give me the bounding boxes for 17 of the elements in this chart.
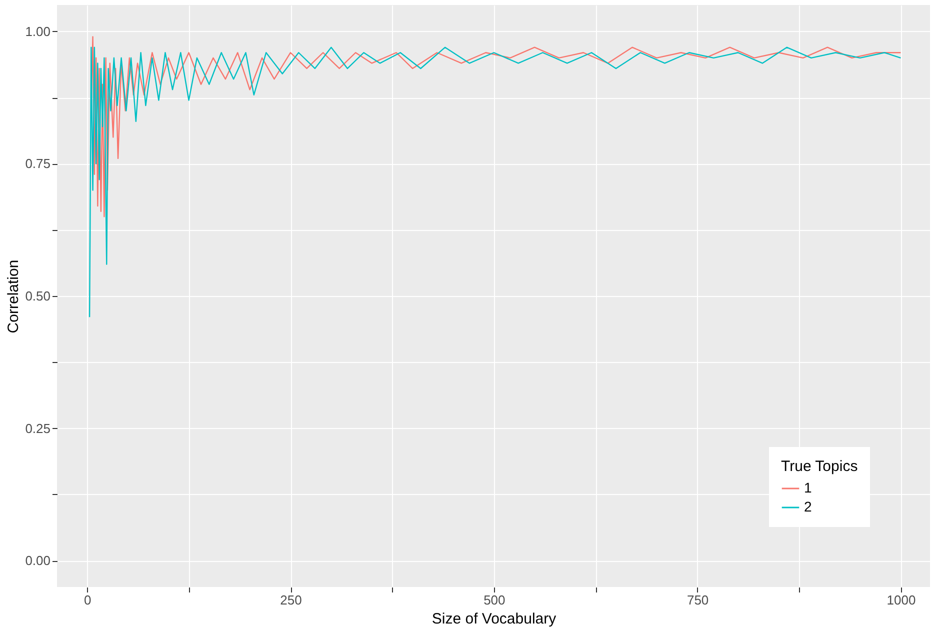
- legend-label: 2: [804, 498, 812, 514]
- y-tick-label: 0.00: [25, 553, 50, 568]
- legend-title: True Topics: [781, 458, 858, 475]
- x-tick-label: 500: [484, 592, 506, 608]
- x-tick-label: 750: [686, 592, 709, 608]
- line-series: [88, 46, 902, 318]
- y-tick-label: 0.50: [25, 288, 50, 304]
- line-series: [90, 36, 902, 218]
- legend-label: 1: [804, 480, 812, 496]
- y-tick-label: 0.25: [25, 420, 50, 436]
- y-axis-title: Correlation: [5, 260, 22, 334]
- y-tick-label: 1.00: [25, 24, 50, 39]
- x-tick-label: 1000: [886, 592, 916, 608]
- y-tick-label: 0.75: [25, 156, 50, 172]
- x-axis-title: Size of Vocabulary: [432, 610, 557, 628]
- x-tick-label: 0: [84, 592, 92, 608]
- x-tick-label: 250: [280, 592, 302, 608]
